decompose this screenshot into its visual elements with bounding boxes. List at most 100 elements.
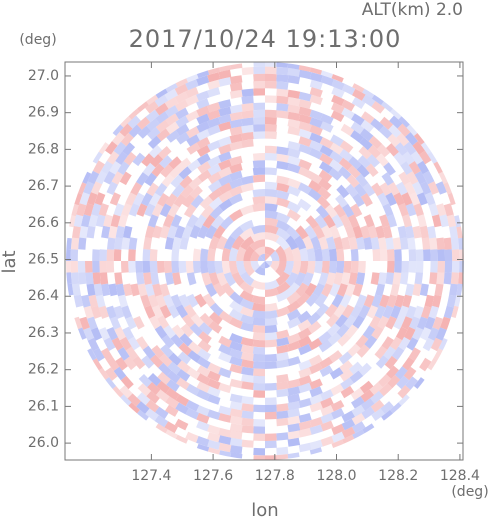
echo-cell — [218, 106, 232, 117]
echo-cell — [229, 126, 243, 136]
echo-cell — [287, 415, 301, 425]
echo-cell — [427, 358, 440, 372]
echo-cell — [306, 248, 316, 261]
echo-cell — [171, 261, 180, 274]
echo-cell — [394, 142, 408, 156]
echo-cell — [342, 304, 355, 319]
echo-cell — [379, 249, 388, 261]
echo-cell — [265, 440, 277, 449]
echo-cell — [161, 334, 175, 349]
echo-cell — [339, 294, 352, 308]
echo-cell — [443, 203, 454, 217]
echo-cell — [185, 261, 194, 274]
echo-cell — [341, 418, 356, 431]
echo-cell — [199, 312, 214, 327]
echo-cell — [207, 171, 222, 184]
echo-cell — [330, 400, 345, 412]
echo-cell — [123, 225, 133, 239]
echo-cell — [186, 272, 197, 286]
echo-cell — [342, 203, 355, 218]
echo-cell — [305, 215, 319, 229]
echo-cell — [155, 406, 169, 420]
echo-cell — [291, 261, 302, 275]
echo-cell — [241, 366, 254, 376]
echo-cell — [166, 130, 180, 143]
echo-cell — [241, 132, 254, 141]
echo-cell — [240, 236, 255, 251]
echo-cell — [276, 281, 291, 295]
echo-cell — [331, 293, 344, 308]
echo-cell — [253, 455, 265, 460]
echo-cell — [196, 420, 210, 432]
echo-cell — [325, 272, 336, 286]
echo-cell — [81, 214, 91, 228]
echo-cell — [436, 203, 447, 217]
echo-cell — [185, 110, 200, 122]
echo-cell — [298, 367, 312, 379]
echo-cell — [340, 377, 354, 390]
echo-cell — [398, 336, 411, 351]
echo-cell — [416, 316, 428, 330]
echo-cell — [298, 382, 312, 394]
echo-cell — [265, 153, 278, 161]
echo-cell — [399, 237, 409, 250]
echo-cell — [96, 367, 110, 382]
echo-cell — [309, 147, 323, 160]
echo-cell — [363, 214, 375, 228]
echo-cell — [103, 337, 116, 351]
echo-cell — [101, 160, 113, 175]
echo-cell — [382, 225, 393, 239]
echo-cell — [381, 336, 394, 350]
echo-cell — [424, 316, 436, 330]
echo-cell — [119, 123, 133, 137]
echo-cell — [408, 161, 421, 175]
echo-cell — [241, 395, 254, 405]
echo-cell — [336, 248, 345, 261]
echo-cell — [106, 151, 120, 165]
echo-cell — [287, 356, 301, 367]
echo-cell — [253, 382, 265, 391]
echo-cell — [363, 237, 373, 250]
echo-cell — [218, 182, 233, 195]
y-tick-label: 26.7 — [28, 178, 59, 194]
echo-cell — [160, 164, 174, 178]
echo-cell — [108, 283, 118, 297]
echo-cell — [253, 73, 265, 82]
echo-cell — [385, 192, 397, 206]
echo-cell — [144, 172, 157, 187]
echo-cell — [390, 106, 404, 120]
echo-cell — [185, 94, 199, 106]
echo-cell — [170, 294, 183, 308]
echo-cell — [372, 249, 381, 261]
echo-cell — [356, 164, 370, 178]
echo-cell — [287, 97, 301, 107]
echo-cell — [229, 119, 243, 129]
echo-cell — [299, 247, 309, 261]
echo-cell — [114, 326, 126, 341]
echo-cell — [110, 122, 124, 136]
echo-cell — [309, 79, 323, 90]
echo-cell — [143, 272, 152, 285]
echo-cell — [136, 272, 145, 285]
echo-cell — [430, 261, 438, 273]
echo-cell — [302, 235, 314, 250]
echo-cell — [297, 182, 312, 195]
echo-cell — [317, 186, 332, 200]
echo-cell — [430, 249, 438, 261]
echo-cell — [196, 90, 210, 102]
echo-cell — [379, 214, 390, 228]
x-tick-label: 127.4 — [131, 468, 171, 484]
echo-cell — [250, 232, 265, 243]
echo-cell — [419, 357, 432, 372]
echo-cell — [276, 74, 289, 83]
echo-cell — [229, 104, 243, 114]
echo-cell — [218, 159, 232, 171]
echo-cell — [340, 385, 355, 399]
echo-cell — [427, 225, 437, 239]
echo-cell — [196, 412, 210, 424]
echo-cell — [397, 123, 411, 137]
echo-cell — [446, 294, 457, 308]
echo-cell — [319, 161, 333, 174]
echo-cell — [145, 101, 159, 114]
echo-cell — [276, 182, 290, 193]
